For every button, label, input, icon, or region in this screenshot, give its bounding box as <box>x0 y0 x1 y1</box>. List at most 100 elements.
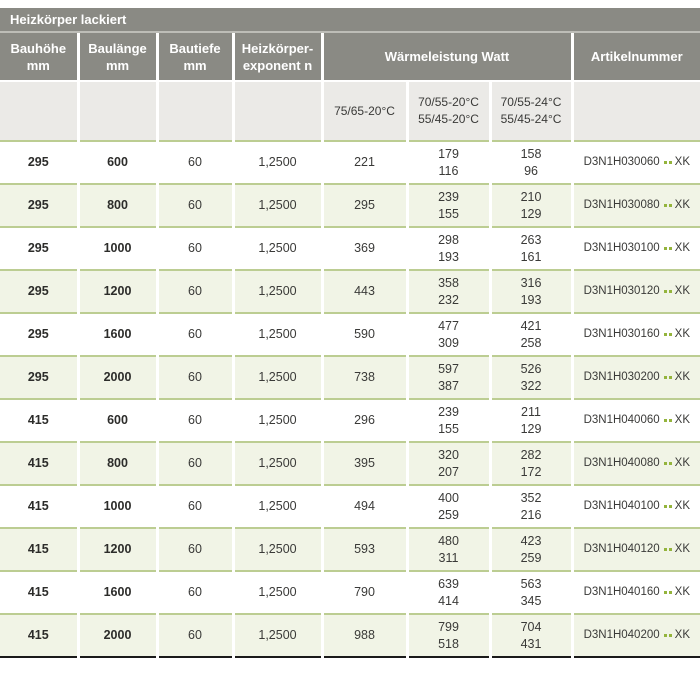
green-dots-icon <box>663 627 672 644</box>
cell-exponent: 1,2500 <box>231 570 322 614</box>
cell-bautiefe: 60 <box>155 312 233 356</box>
cell-bautiefe: 60 <box>155 613 233 657</box>
green-dots-icon <box>663 541 672 558</box>
cell-bautiefe: 60 <box>155 570 233 614</box>
green-square-icon <box>668 591 672 594</box>
cell-exponent: 1,2500 <box>231 183 322 227</box>
artikel-code: D3N1H040080 <box>583 457 660 469</box>
cell-bauhoehe: 415 <box>0 527 78 571</box>
artikel-suffix: XK <box>674 586 690 598</box>
green-square-icon <box>668 161 672 164</box>
green-square-icon <box>668 462 672 465</box>
green-dots-icon <box>663 455 672 472</box>
cell-artikelnummer: D3N1H030160 XK <box>570 312 700 356</box>
cell-watt-75-65: 221 <box>320 140 407 184</box>
green-dots-icon <box>663 369 672 386</box>
artikel-code: D3N1H030120 <box>583 285 660 297</box>
cell-baulaenge: 1200 <box>76 269 157 313</box>
spec-table: Bauhöhe mm Baulänge mm Bautiefe mm Heizk… <box>0 33 700 658</box>
cell-artikelnummer: D3N1H030060 XK <box>570 140 700 184</box>
cell-bauhoehe: 295 <box>0 140 78 184</box>
cell-watt-70-55-24: 316 193 <box>488 269 573 313</box>
cell-bautiefe: 60 <box>155 355 233 399</box>
cell-exponent: 1,2500 <box>231 140 322 184</box>
cell-baulaenge: 1000 <box>76 484 157 528</box>
artikel-suffix: XK <box>674 199 690 211</box>
cell-watt-75-65: 369 <box>320 226 407 270</box>
table-row: 415 2000 60 1,2500 988 799 518 704 431 D3N1H040… <box>0 613 700 657</box>
cell-bautiefe: 60 <box>155 527 233 571</box>
green-dots-icon <box>663 498 672 515</box>
cell-bauhoehe: 415 <box>0 613 78 657</box>
cell-artikelnummer: D3N1H030100 XK <box>570 226 700 270</box>
col-header-bautiefe: Bautiefe mm <box>155 33 233 81</box>
subheader-empty <box>155 80 233 141</box>
cell-watt-70-55-20: 400 259 <box>405 484 490 528</box>
green-square-icon <box>668 505 672 508</box>
cell-bautiefe: 60 <box>155 269 233 313</box>
cell-watt-75-65: 295 <box>320 183 407 227</box>
artikel-code: D3N1H040060 <box>583 414 660 426</box>
cell-exponent: 1,2500 <box>231 441 322 485</box>
cell-bauhoehe: 415 <box>0 441 78 485</box>
cell-watt-70-55-24: 352 216 <box>488 484 573 528</box>
green-dots-icon <box>663 154 672 171</box>
cell-artikelnummer: D3N1H040200 XK <box>570 613 700 657</box>
green-square-icon <box>663 247 667 250</box>
title-divider <box>0 31 700 33</box>
subheader-row: 75/65-20°C 70/55-20°C 55/45-20°C 70/55-2… <box>0 80 700 141</box>
cell-watt-75-65: 590 <box>320 312 407 356</box>
table-title-bar: Heizkörper lackiert <box>0 8 700 31</box>
cell-exponent: 1,2500 <box>231 613 322 657</box>
cell-exponent: 1,2500 <box>231 527 322 571</box>
cell-baulaenge: 1000 <box>76 226 157 270</box>
cell-watt-75-65: 395 <box>320 441 407 485</box>
table-row: 295 1600 60 1,2500 590 477 309 421 258 D3N1H030… <box>0 312 700 356</box>
cell-baulaenge: 600 <box>76 140 157 184</box>
cell-watt-70-55-20: 239 155 <box>405 183 490 227</box>
artikel-suffix: XK <box>674 156 690 168</box>
cell-bauhoehe: 295 <box>0 183 78 227</box>
cell-watt-70-55-24: 526 322 <box>488 355 573 399</box>
cell-baulaenge: 1200 <box>76 527 157 571</box>
cell-watt-75-65: 296 <box>320 398 407 442</box>
cell-bauhoehe: 415 <box>0 398 78 442</box>
artikel-suffix: XK <box>674 457 690 469</box>
table-row: 415 1000 60 1,2500 494 400 259 352 216 D3N1H040… <box>0 484 700 528</box>
artikel-suffix: XK <box>674 242 690 254</box>
cell-baulaenge: 1600 <box>76 312 157 356</box>
cell-bautiefe: 60 <box>155 398 233 442</box>
col-header-waermeleistung: Wärmeleistung Watt <box>320 33 573 81</box>
cell-artikelnummer: D3N1H030200 XK <box>570 355 700 399</box>
cell-watt-70-55-24: 421 258 <box>488 312 573 356</box>
cell-watt-70-55-24: 158 96 <box>488 140 573 184</box>
cell-bauhoehe: 415 <box>0 484 78 528</box>
table-row: 415 1200 60 1,2500 593 480 311 423 259 D3N1H040… <box>0 527 700 571</box>
column-header-row: Bauhöhe mm Baulänge mm Bautiefe mm Heizk… <box>0 33 700 81</box>
cell-exponent: 1,2500 <box>231 312 322 356</box>
green-square-icon <box>668 333 672 336</box>
cell-bauhoehe: 295 <box>0 269 78 313</box>
table-row: 415 800 60 1,2500 395 320 207 282 172 D3N1H0400… <box>0 441 700 485</box>
cell-watt-75-65: 738 <box>320 355 407 399</box>
cell-bautiefe: 60 <box>155 484 233 528</box>
green-square-icon <box>663 333 667 336</box>
cell-artikelnummer: D3N1H040080 XK <box>570 441 700 485</box>
green-dots-icon <box>663 584 672 601</box>
green-square-icon <box>668 204 672 207</box>
table-row: 295 600 60 1,2500 221 179 116 158 96 D3N1H03006… <box>0 140 700 184</box>
subcol-70-55-24: 70/55-24°C 55/45-24°C <box>488 80 573 141</box>
cell-watt-70-55-24: 211 129 <box>488 398 573 442</box>
artikel-code: D3N1H030060 <box>583 156 660 168</box>
artikel-code: D3N1H030200 <box>583 371 660 383</box>
green-square-icon <box>663 505 667 508</box>
green-square-icon <box>668 634 672 637</box>
cell-watt-70-55-20: 239 155 <box>405 398 490 442</box>
cell-baulaenge: 600 <box>76 398 157 442</box>
green-dots-icon <box>663 412 672 429</box>
cell-watt-70-55-20: 298 193 <box>405 226 490 270</box>
cell-baulaenge: 2000 <box>76 355 157 399</box>
subcol-75-65: 75/65-20°C <box>320 80 407 141</box>
green-square-icon <box>663 591 667 594</box>
